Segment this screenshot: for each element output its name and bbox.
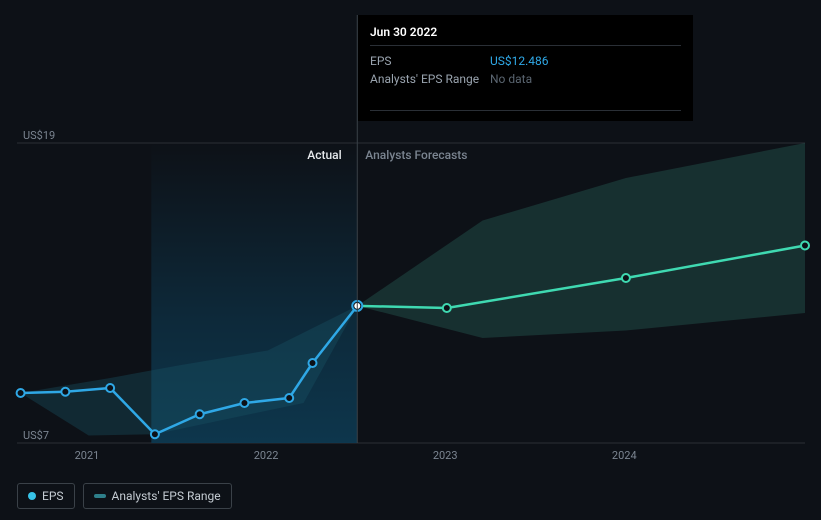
- legend-item-eps[interactable]: EPS: [17, 483, 75, 509]
- data-point[interactable]: [622, 274, 630, 282]
- data-point[interactable]: [801, 242, 809, 250]
- eps-chart: Actual Analysts Forecasts Jun 30 2022 EP…: [0, 0, 821, 520]
- data-point[interactable]: [17, 389, 25, 397]
- chart-tooltip: Jun 30 2022 EPSUS$12.486Analysts' EPS Ra…: [358, 15, 693, 121]
- tooltip-row-value: No data: [490, 70, 681, 88]
- tooltip-title: Jun 30 2022: [370, 25, 681, 46]
- chart-legend: EPS Analysts' EPS Range: [17, 483, 232, 509]
- tooltip-row-label: Analysts' EPS Range: [370, 70, 490, 88]
- legend-bar-icon: [94, 494, 106, 498]
- x-axis-label: 2021: [75, 449, 100, 462]
- y-axis-label: US$7: [23, 429, 49, 442]
- y-axis-label: US$19: [23, 129, 55, 142]
- data-point[interactable]: [196, 410, 204, 418]
- x-axis-label: 2024: [612, 449, 637, 462]
- data-point[interactable]: [151, 430, 159, 438]
- data-point[interactable]: [61, 388, 69, 396]
- data-point[interactable]: [285, 394, 293, 402]
- data-point[interactable]: [443, 304, 451, 312]
- legend-label: Analysts' EPS Range: [112, 489, 221, 503]
- legend-label: EPS: [42, 489, 64, 503]
- section-label-forecast: Analysts Forecasts: [365, 148, 467, 162]
- tooltip-row-label: EPS: [370, 52, 490, 70]
- legend-dot-icon: [28, 492, 36, 500]
- data-point[interactable]: [309, 359, 317, 367]
- tooltip-row: Analysts' EPS RangeNo data: [370, 70, 681, 88]
- x-axis-label: 2022: [254, 449, 279, 462]
- x-axis-label: 2023: [433, 449, 458, 462]
- legend-item-range[interactable]: Analysts' EPS Range: [83, 483, 232, 509]
- tooltip-row-value: US$12.486: [490, 52, 681, 70]
- data-point[interactable]: [240, 399, 248, 407]
- tooltip-row: EPSUS$12.486: [370, 52, 681, 70]
- section-label-actual: Actual: [307, 148, 341, 162]
- data-point[interactable]: [106, 384, 114, 392]
- tooltip-table: EPSUS$12.486Analysts' EPS RangeNo data: [370, 52, 681, 88]
